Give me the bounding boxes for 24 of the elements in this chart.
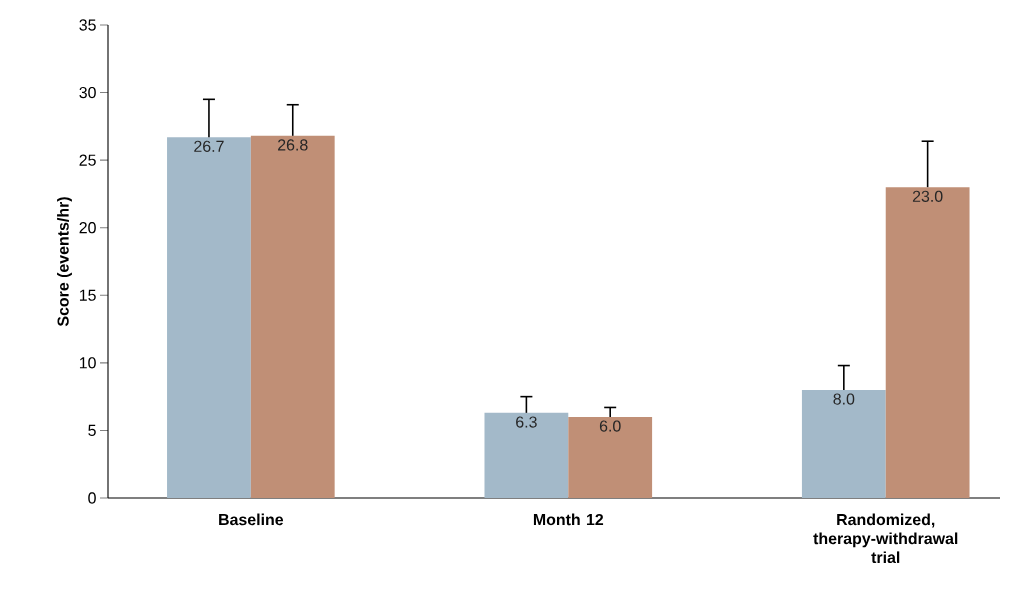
data-label: 23.0 — [912, 190, 943, 202]
y-tick-label: 10 — [79, 357, 96, 369]
y-tick-label: 25 — [79, 154, 96, 166]
y-tick-label: 15 — [79, 289, 96, 301]
y-tick-label: 20 — [79, 222, 96, 234]
bar — [484, 412, 569, 498]
data-label: 8.0 — [833, 393, 855, 405]
y-tick-label: 5 — [88, 424, 96, 436]
bar — [250, 135, 335, 498]
data-label: 26.8 — [278, 139, 308, 151]
data-label: 6.3 — [516, 416, 537, 428]
bar — [801, 389, 886, 498]
bar — [167, 137, 251, 498]
x-tick-label: Month 12 — [533, 513, 604, 526]
data-label: 26.7 — [194, 140, 224, 152]
y-axis-title: Score (events/hr) — [57, 197, 72, 327]
y-tick-label: 35 — [79, 19, 96, 31]
y-tick-label: 30 — [79, 86, 96, 99]
bar — [568, 416, 653, 498]
x-tick-label: Baseline — [219, 513, 284, 526]
y-tick-label: 0 — [88, 492, 96, 504]
bar — [885, 187, 970, 498]
x-tick-label: Randomized, therapy-withdrawal trial — [813, 513, 958, 564]
data-label: 6.0 — [599, 420, 621, 432]
